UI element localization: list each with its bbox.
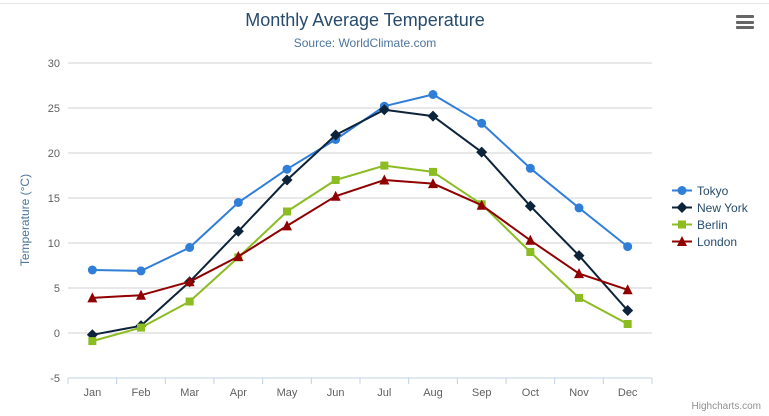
data-point-marker[interactable] (185, 297, 194, 306)
y-axis-label: 20 (48, 148, 60, 160)
data-point-marker[interactable] (380, 161, 389, 170)
data-point-marker[interactable] (233, 198, 243, 207)
data-point-marker[interactable] (283, 207, 291, 216)
x-axis-label: Jan (83, 387, 101, 399)
data-point-marker[interactable] (623, 242, 633, 252)
legend-item-new-york[interactable]: New York (672, 199, 748, 216)
y-axis-label: 15 (48, 193, 60, 205)
data-point-marker[interactable] (281, 174, 293, 186)
data-point-marker (676, 202, 688, 213)
series-line-tokyo (91, 93, 629, 272)
y-axis-label: 30 (48, 58, 60, 70)
data-point-marker[interactable] (429, 167, 437, 176)
series-line-london (91, 179, 629, 299)
data-point-marker[interactable] (524, 200, 536, 212)
legend-marker-diamond-icon (672, 202, 692, 213)
data-point-marker[interactable] (282, 220, 292, 231)
data-point-marker[interactable] (137, 323, 145, 332)
data-point-marker[interactable] (428, 90, 438, 99)
data-point-marker[interactable] (427, 110, 439, 122)
data-point-marker[interactable] (623, 320, 632, 328)
legend-marker-circle-icon (672, 186, 692, 195)
x-axis-label: Oct (522, 387, 539, 399)
legend: Tokyo New York Berlin London (672, 182, 748, 250)
data-point-marker[interactable] (184, 276, 195, 287)
legend-item-london[interactable]: London (672, 233, 748, 250)
data-point-marker[interactable] (232, 225, 244, 237)
data-point-marker[interactable] (573, 250, 585, 262)
data-point-marker[interactable] (331, 176, 340, 184)
x-axis-label: Feb (132, 387, 151, 399)
data-point-marker[interactable] (87, 292, 98, 303)
data-point-marker[interactable] (476, 146, 488, 158)
y-axis-label: 0 (54, 328, 60, 340)
data-point-marker[interactable] (378, 104, 390, 116)
legend-item-berlin[interactable]: Berlin (672, 216, 748, 233)
data-point-marker[interactable] (477, 118, 487, 128)
y-axis-label: 5 (54, 283, 60, 295)
legend-label: Tokyo (697, 183, 729, 198)
data-point-marker (677, 186, 687, 195)
data-point-marker[interactable] (136, 289, 146, 300)
data-point-marker[interactable] (574, 268, 584, 279)
hamburger-icon (736, 15, 754, 18)
data-point-marker[interactable] (622, 305, 634, 316)
data-point-marker[interactable] (379, 174, 390, 185)
legend-label: Berlin (697, 217, 728, 232)
export-menu-button[interactable] (733, 12, 757, 32)
data-point-marker (678, 220, 686, 229)
data-point-marker[interactable] (88, 337, 97, 346)
data-point-marker[interactable] (185, 243, 195, 252)
x-axis-label: Mar (180, 387, 199, 399)
series-london (87, 174, 633, 303)
data-point-marker[interactable] (330, 129, 342, 141)
top-divider (0, 3, 769, 4)
data-point-marker[interactable] (87, 265, 97, 275)
series-line-berlin (91, 164, 629, 343)
x-axis-label: Aug (423, 387, 443, 399)
y-axis-label: -5 (50, 373, 60, 385)
series-new-york (86, 104, 634, 341)
y-axis-label: 10 (48, 238, 60, 250)
data-point-marker[interactable] (330, 190, 341, 201)
data-point-marker[interactable] (574, 203, 584, 213)
data-point-marker[interactable] (136, 266, 146, 276)
x-axis-label: Nov (569, 387, 589, 399)
legend-marker-triangle-icon (672, 236, 692, 246)
legend-label: New York (697, 200, 748, 215)
legend-item-tokyo[interactable]: Tokyo (672, 182, 748, 199)
legend-label: London (697, 234, 738, 249)
data-point-marker[interactable] (622, 284, 633, 295)
data-point-marker[interactable] (476, 199, 487, 210)
x-axis-label: Sep (472, 387, 492, 399)
x-axis-label: Jun (327, 387, 345, 399)
credits-link[interactable]: Highcharts.com (691, 401, 761, 412)
data-point-marker[interactable] (525, 234, 536, 245)
y-axis-label: 25 (48, 103, 60, 115)
data-point-marker[interactable] (282, 164, 292, 174)
data-point-marker[interactable] (233, 251, 244, 261)
x-axis-label: May (277, 387, 298, 399)
x-axis-label: Apr (230, 387, 247, 399)
data-point-marker (677, 236, 687, 246)
series-tokyo (87, 90, 633, 276)
legend-marker-square-icon (672, 220, 692, 229)
x-axis-label: Dec (618, 387, 638, 399)
data-point-marker[interactable] (575, 293, 583, 302)
data-point-marker[interactable] (526, 248, 535, 256)
chart-title: Monthly Average Temperature (245, 10, 485, 30)
series-line-new-york (91, 108, 629, 336)
data-point-marker[interactable] (525, 163, 535, 173)
data-point-marker[interactable] (428, 178, 438, 189)
x-axis-label: Jul (377, 387, 391, 399)
chart-subtitle: Source: WorldClimate.com (293, 36, 437, 50)
